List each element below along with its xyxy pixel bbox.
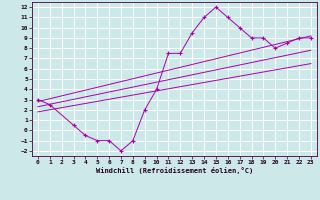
X-axis label: Windchill (Refroidissement éolien,°C): Windchill (Refroidissement éolien,°C) [96,167,253,174]
